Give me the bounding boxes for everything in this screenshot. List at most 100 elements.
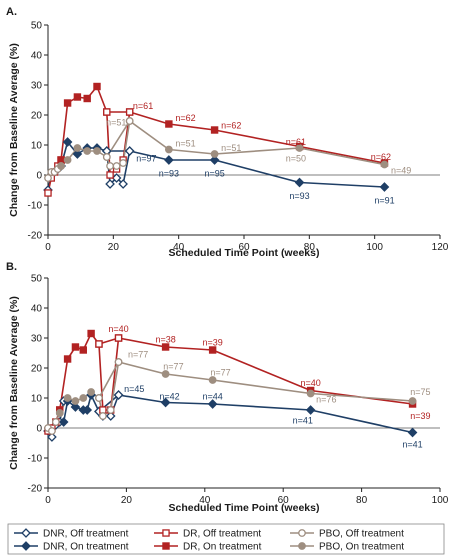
data-point-pbo_off_after bbox=[125, 117, 134, 125]
data-point-pbo_off_after bbox=[106, 162, 114, 170]
y-tick-label: 0 bbox=[36, 424, 42, 435]
y-tick-label: 50 bbox=[31, 274, 43, 285]
panel-label: B. bbox=[6, 261, 17, 273]
data-point-dr_off_after bbox=[103, 108, 111, 116]
n-annotation: n=95 bbox=[204, 169, 224, 179]
data-point-dr_off bbox=[44, 189, 52, 197]
y-tick-label: 20 bbox=[31, 364, 43, 375]
n-annotation: n=40 bbox=[300, 378, 320, 388]
data-point-dnr_on bbox=[305, 405, 316, 415]
data-point-dnr_on bbox=[160, 397, 171, 408]
data-point-pbo_on bbox=[55, 409, 64, 417]
data-point-dnr_off_after bbox=[113, 390, 124, 400]
data-point-dnr_on bbox=[407, 427, 418, 438]
data-point-pbo_on bbox=[63, 394, 72, 402]
n-annotation: n=44 bbox=[202, 392, 222, 402]
data-point-pbo_off_after bbox=[102, 153, 111, 161]
y-tick-label: 10 bbox=[31, 141, 43, 152]
x-tick-label: 80 bbox=[356, 495, 368, 506]
data-point-pbo_on bbox=[380, 160, 389, 169]
data-point-dnr_on bbox=[70, 402, 81, 412]
n-annotation: n=97 bbox=[136, 154, 156, 164]
data-point-pbo_on bbox=[93, 147, 101, 155]
x-axis-title: Scheduled Time Point (weeks) bbox=[169, 502, 320, 514]
data-point-dnr_on bbox=[294, 177, 305, 188]
data-point-dr_on bbox=[63, 99, 72, 107]
y-tick-label: -20 bbox=[28, 484, 43, 495]
data-point-dnr_on bbox=[207, 399, 218, 409]
data-point-pbo_on bbox=[79, 394, 88, 402]
data-point-pbo_on bbox=[208, 376, 217, 384]
legend-box bbox=[7, 523, 445, 555]
x-tick-label: 20 bbox=[108, 242, 120, 253]
data-point-dr_off_after bbox=[106, 171, 114, 179]
legend-label: DNR, Off treatment bbox=[43, 529, 129, 540]
legend-marker bbox=[162, 542, 170, 550]
n-annotation: n=38 bbox=[155, 335, 175, 345]
n-annotation: n=62 bbox=[175, 113, 195, 123]
n-annotation: n=39 bbox=[410, 411, 430, 421]
data-point-dnr_off_after bbox=[111, 173, 122, 183]
x-tick-label: 0 bbox=[45, 242, 51, 253]
data-point-dr_on bbox=[83, 94, 91, 103]
data-point-dr_on bbox=[165, 120, 173, 128]
data-point-dr_on bbox=[73, 93, 82, 101]
data-point-pbo_on bbox=[87, 388, 95, 396]
n-annotation: n=51 bbox=[175, 139, 195, 149]
y-tick-label: -10 bbox=[28, 201, 43, 212]
y-axis-title: Change from Baseline Average (%) bbox=[8, 296, 20, 470]
x-tick-label: 60 bbox=[238, 242, 250, 253]
data-point-pbo_off bbox=[51, 418, 60, 426]
data-point-pbo_on bbox=[210, 150, 219, 158]
legend-label: DNR, On treatment bbox=[43, 542, 129, 553]
y-axis-title: Change from Baseline Average (%) bbox=[8, 43, 20, 217]
n-annotation: n=42 bbox=[159, 392, 179, 402]
data-point-pbo_on bbox=[408, 397, 417, 405]
legend-marker bbox=[298, 542, 306, 550]
data-point-pbo_off_after bbox=[114, 358, 123, 366]
panel-a: A. -20 -10 0 10 20 30 40 50 0 20 40 60 80 100 120 Schedu… bbox=[6, 6, 449, 259]
n-annotation: n=50 bbox=[286, 154, 306, 164]
n-annotation: n=40 bbox=[108, 324, 128, 334]
data-point-dr_on bbox=[87, 329, 95, 338]
n-annotation: n=39 bbox=[202, 338, 222, 348]
x-tick-label: 40 bbox=[173, 242, 185, 253]
panel-label: A. bbox=[6, 6, 17, 18]
y-tick-label: 20 bbox=[31, 111, 43, 122]
n-annotation: n=62 bbox=[371, 152, 391, 162]
y-tick-label: -10 bbox=[28, 454, 43, 465]
data-point-dnr_on bbox=[209, 155, 220, 165]
series-line-dr_off_after bbox=[98, 337, 120, 411]
legend-label: PBO, Off treatment bbox=[319, 529, 404, 540]
data-point-pbo_on bbox=[57, 162, 65, 170]
n-annotation: n=77 bbox=[128, 350, 148, 360]
data-point-dnr_off bbox=[47, 432, 57, 442]
data-point-dr_on bbox=[71, 343, 80, 351]
x-tick-label: 0 bbox=[45, 495, 51, 506]
data-point-pbo_off bbox=[44, 174, 52, 182]
x-tick-label: 80 bbox=[304, 242, 316, 253]
data-point-dnr_on bbox=[62, 137, 73, 147]
n-annotation: n=51 bbox=[221, 143, 241, 153]
y-tick-label: 40 bbox=[31, 51, 43, 62]
legend-label: PBO, On treatment bbox=[319, 542, 404, 553]
data-point-dnr_off_after bbox=[105, 411, 116, 421]
x-tick-label: 100 bbox=[366, 242, 383, 253]
data-point-dnr_on bbox=[58, 417, 69, 427]
n-annotation: n=61 bbox=[133, 101, 153, 111]
data-point-dnr_on bbox=[379, 182, 390, 192]
n-annotation: n=62 bbox=[221, 121, 241, 131]
data-point-pbo_on bbox=[295, 144, 304, 152]
data-point-pbo_on bbox=[164, 145, 173, 154]
data-point-dr_on bbox=[210, 126, 219, 134]
data-point-dnr_on bbox=[164, 155, 174, 165]
data-point-dr_off_after bbox=[95, 340, 103, 348]
legend: DNR, Off treatment DR, Off treatment PBO, … bbox=[7, 523, 445, 555]
x-tick-label: 20 bbox=[121, 495, 133, 506]
y-tick-label: 30 bbox=[31, 81, 43, 92]
n-annotation: n=77 bbox=[163, 362, 183, 372]
data-point-dnr_on bbox=[72, 149, 83, 159]
data-point-dr_on bbox=[93, 82, 101, 91]
legend-marker bbox=[21, 528, 31, 538]
